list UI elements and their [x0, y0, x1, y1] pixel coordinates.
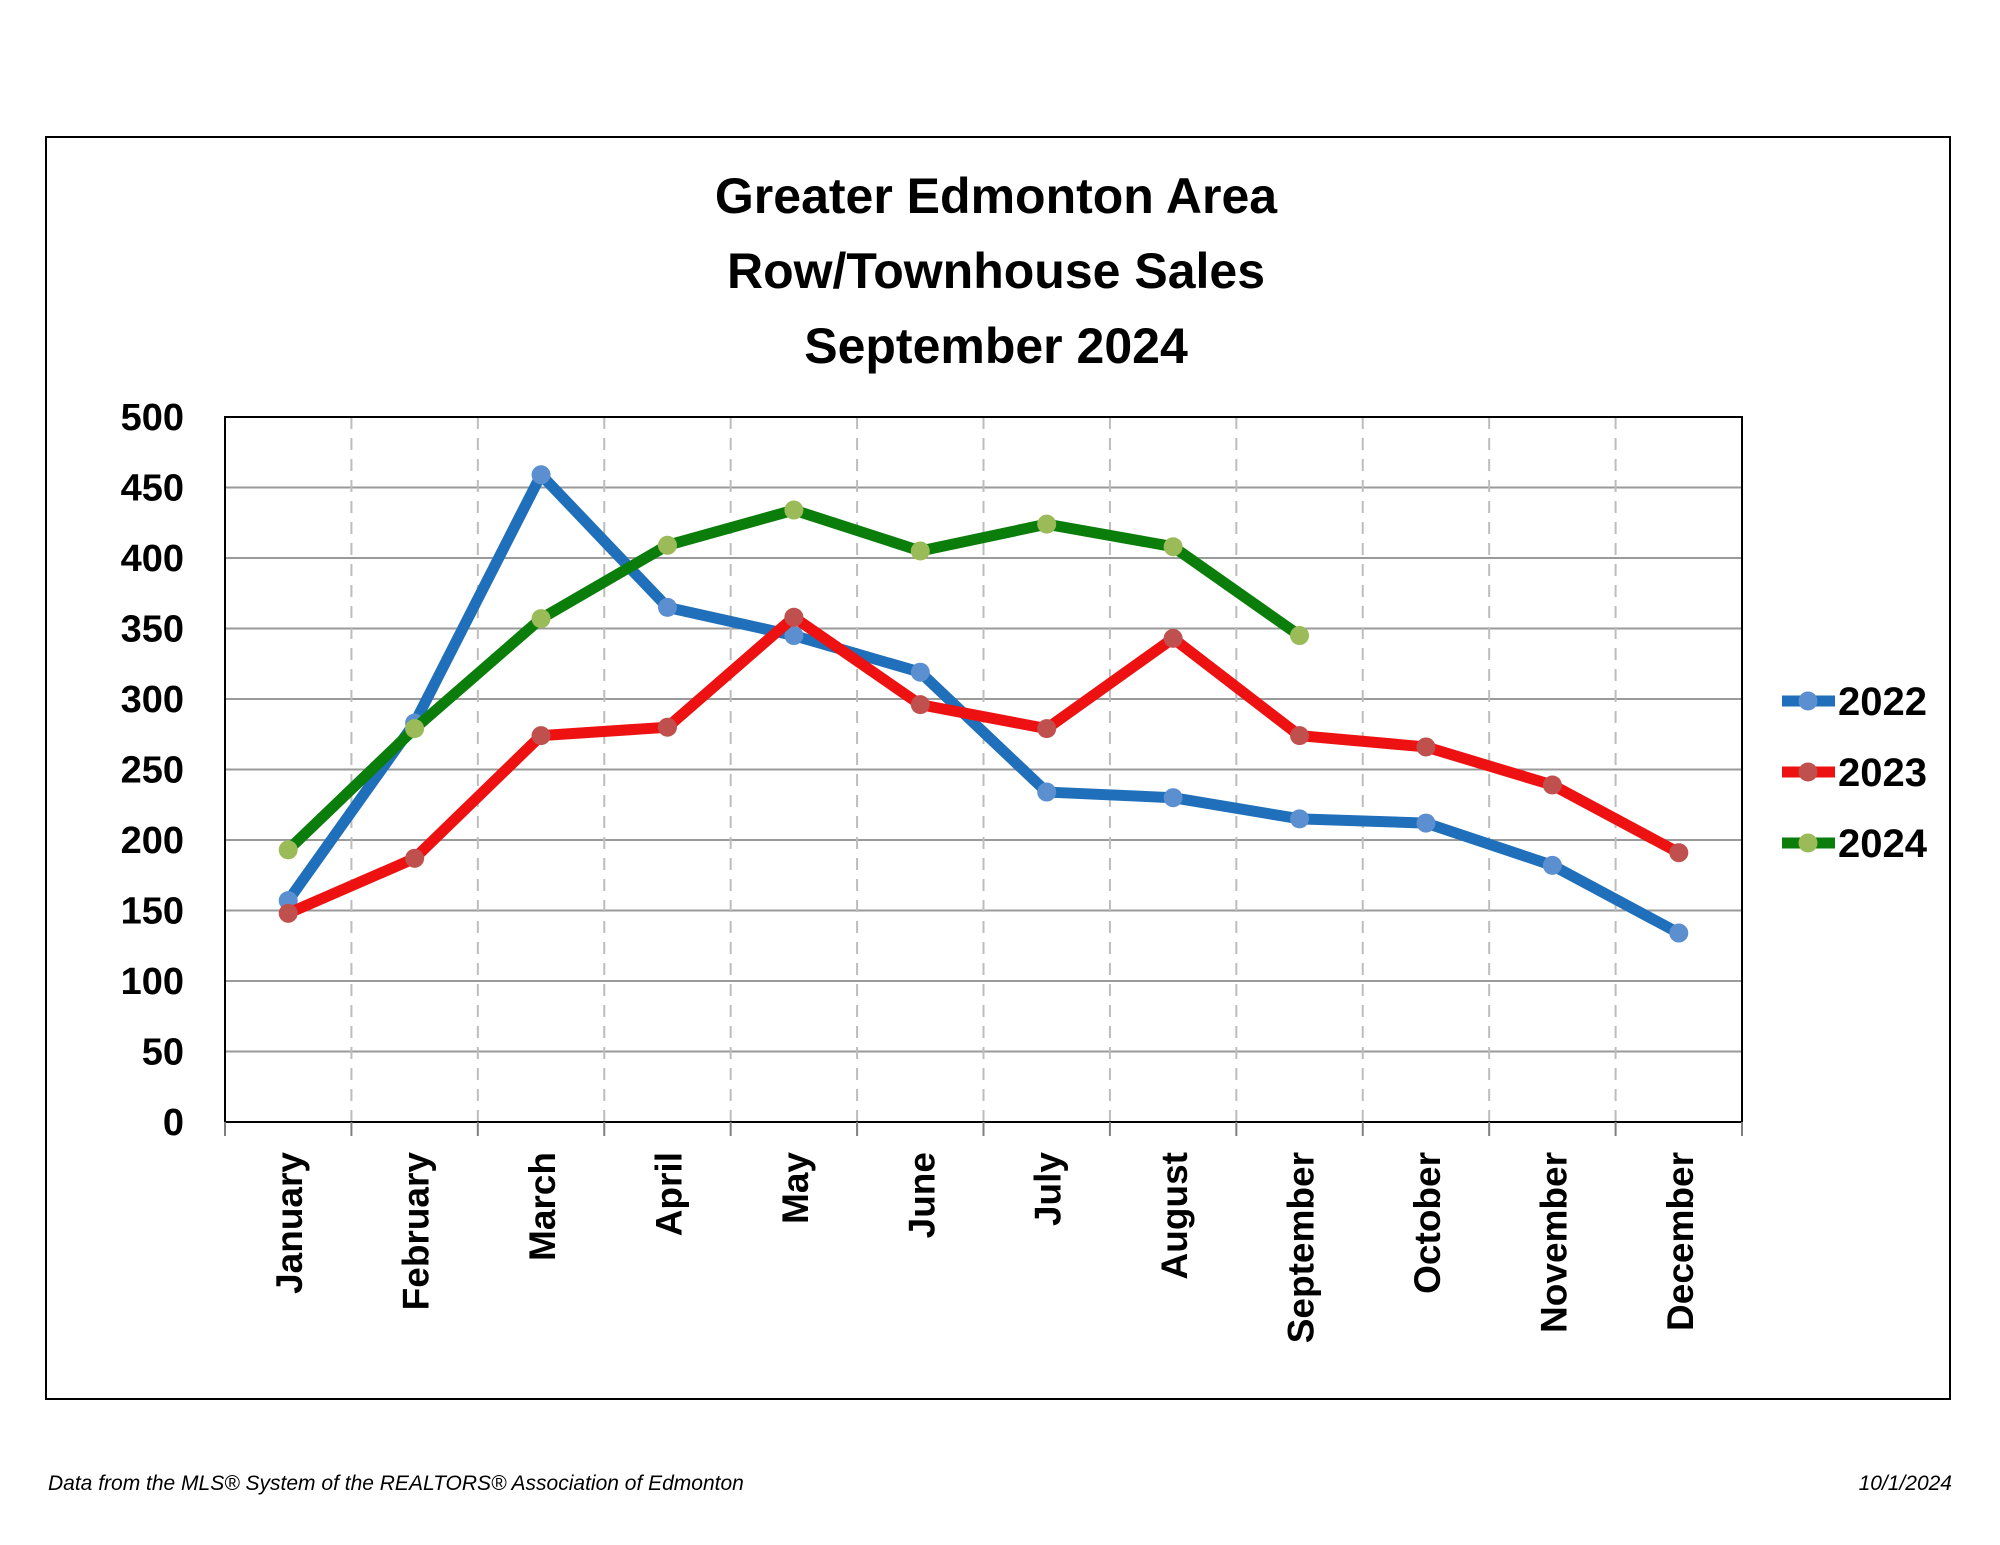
x-tick-label: January	[269, 1152, 310, 1294]
x-tick-label: February	[396, 1152, 437, 1311]
data-point	[1037, 719, 1057, 739]
data-point	[278, 903, 298, 923]
legend-entry-2023: 2023	[1782, 751, 1927, 795]
data-point	[531, 465, 551, 485]
data-point	[910, 662, 930, 682]
chart-title-line-3: September 2024	[804, 318, 1188, 374]
y-tick-label: 100	[121, 961, 184, 1003]
footer-source-note: Data from the MLS® System of the REALTOR…	[48, 1472, 744, 1495]
data-point	[531, 609, 551, 629]
y-tick-label: 300	[121, 679, 184, 721]
data-point	[405, 848, 425, 868]
data-point	[405, 719, 425, 739]
series-line	[282, 469, 1685, 939]
data-point	[784, 626, 804, 646]
y-tick-label: 200	[121, 820, 184, 862]
y-tick-label: 50	[142, 1032, 184, 1074]
y-tick-label: 450	[121, 468, 184, 510]
x-tick-label: September	[1281, 1152, 1322, 1343]
data-point	[784, 500, 804, 520]
legend-marker	[1798, 833, 1818, 853]
chart-title: Greater Edmonton Area Row/Townhouse Sale…	[715, 168, 1278, 374]
x-tick-label: May	[775, 1152, 816, 1224]
footer-date: 10/1/2024	[1858, 1472, 1952, 1495]
legend-entry-2022: 2022	[1782, 680, 1927, 724]
data-point	[910, 541, 930, 561]
data-point	[1416, 737, 1436, 757]
data-point	[1037, 514, 1057, 534]
x-tick-label: October	[1407, 1152, 1448, 1294]
legend: 2022 2023 2024	[1782, 680, 1928, 866]
y-tick-label: 0	[163, 1102, 184, 1144]
data-point	[657, 597, 677, 617]
data-point	[657, 535, 677, 555]
data-point	[1163, 628, 1183, 648]
chart-title-line-1: Greater Edmonton Area	[715, 168, 1278, 224]
y-tick-label: 400	[121, 538, 184, 580]
x-tick-label: August	[1154, 1152, 1195, 1279]
data-point	[910, 695, 930, 715]
data-point	[1163, 537, 1183, 557]
data-point	[657, 717, 677, 737]
x-tick-label: July	[1028, 1152, 1069, 1226]
legend-label: 2022	[1838, 680, 1927, 724]
legend-label: 2024	[1838, 822, 1928, 866]
data-point	[1669, 923, 1689, 943]
data-point	[784, 607, 804, 627]
data-point	[1669, 843, 1689, 863]
x-tick-label: April	[648, 1152, 689, 1236]
series-2022	[278, 465, 1689, 943]
data-point	[1416, 813, 1436, 833]
series-lines	[278, 465, 1689, 943]
data-point	[1290, 809, 1310, 829]
x-tick-label: November	[1533, 1152, 1574, 1333]
data-point	[1037, 782, 1057, 802]
y-tick-label: 500	[121, 397, 184, 439]
axes: 0 50 100 150 200 250 300 350 400 450 500 January Feb…	[121, 397, 1743, 1343]
series-2024	[278, 500, 1310, 860]
y-tick-label: 150	[121, 891, 184, 933]
legend-entry-2024: 2024	[1782, 822, 1928, 866]
x-tick-label: March	[522, 1152, 563, 1261]
chart-frame	[45, 136, 1951, 1400]
y-tick-label: 250	[121, 750, 184, 792]
data-point	[1290, 626, 1310, 646]
data-point	[1290, 726, 1310, 746]
chart-title-line-2: Row/Townhouse Sales	[727, 243, 1265, 299]
series-line	[282, 611, 1685, 919]
x-tick-label: June	[901, 1152, 942, 1238]
x-tick-label: December	[1660, 1152, 1701, 1331]
legend-marker	[1798, 762, 1818, 782]
data-point	[278, 840, 298, 860]
data-point	[1163, 788, 1183, 808]
legend-marker	[1798, 691, 1818, 711]
data-point	[531, 726, 551, 746]
data-point	[1542, 855, 1562, 875]
series-2023	[278, 607, 1689, 923]
legend-label: 2023	[1838, 751, 1927, 795]
y-tick-label: 350	[121, 609, 184, 651]
data-point	[1542, 775, 1562, 795]
